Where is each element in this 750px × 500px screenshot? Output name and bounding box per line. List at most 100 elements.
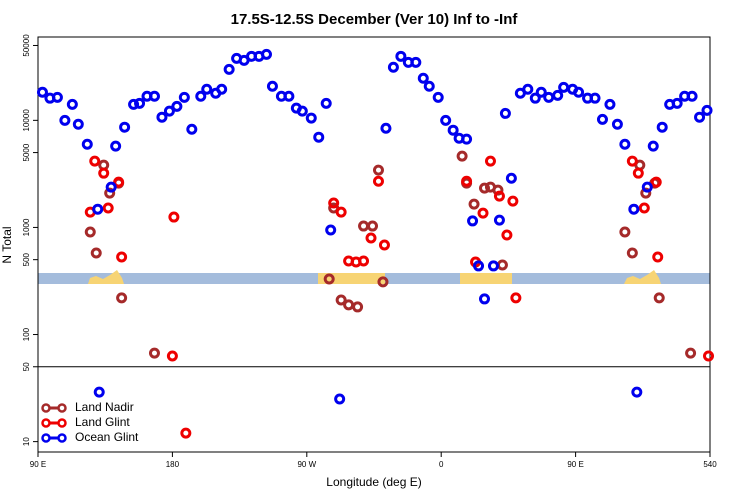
x-tick-label: 0 <box>439 460 444 469</box>
data-point <box>72 118 84 130</box>
x-tick-label: 90 W <box>297 460 316 469</box>
data-point <box>81 138 93 150</box>
data-point <box>589 92 601 104</box>
data-point <box>410 56 422 68</box>
data-point <box>343 299 355 311</box>
data-point <box>372 164 384 176</box>
data-point <box>128 98 140 110</box>
land-fill <box>460 273 512 284</box>
data-point <box>260 48 272 60</box>
legend-label: Ocean Glint <box>75 430 139 444</box>
data-point <box>104 187 116 199</box>
data-point <box>148 347 160 359</box>
data-point <box>105 181 117 193</box>
data-point <box>323 273 335 285</box>
data-point <box>223 63 235 75</box>
x-tick-label: 90 E <box>567 460 583 469</box>
data-point <box>628 203 640 215</box>
data-point <box>477 207 489 219</box>
data-point <box>168 211 180 223</box>
data-point <box>626 155 638 167</box>
data-point <box>92 203 104 215</box>
legend-marker <box>57 433 67 443</box>
y-tick-label: 50000 <box>22 34 31 57</box>
data-point <box>501 229 513 241</box>
data-point <box>703 350 715 362</box>
plot-frame <box>37 36 711 453</box>
data-point <box>522 83 534 95</box>
data-point <box>102 202 114 214</box>
data-point <box>372 175 384 187</box>
data-point <box>671 97 683 109</box>
data-point <box>507 195 519 207</box>
data-point <box>156 111 168 123</box>
data-point <box>473 260 485 272</box>
data-point <box>395 50 407 62</box>
data-point <box>320 97 332 109</box>
x-tick-label: 540 <box>703 460 717 469</box>
data-point <box>484 155 496 167</box>
data-point <box>113 176 125 188</box>
data-point <box>638 202 650 214</box>
data-point <box>110 140 122 152</box>
data-point <box>499 107 511 119</box>
data-point <box>493 214 505 226</box>
data-point <box>201 83 213 95</box>
data-point <box>496 259 508 271</box>
data-point <box>493 190 505 202</box>
data-point <box>365 232 377 244</box>
data-point <box>529 92 541 104</box>
data-point <box>619 138 631 150</box>
data-point <box>510 292 522 304</box>
data-point <box>641 181 653 193</box>
data-point <box>358 255 370 267</box>
data-point <box>632 167 644 179</box>
data-point <box>305 112 317 124</box>
legend-marker <box>41 403 51 413</box>
data-point <box>163 105 175 117</box>
data-point <box>685 347 697 359</box>
data-point <box>367 220 379 232</box>
data-point <box>36 86 48 98</box>
data-point <box>686 90 698 102</box>
land-fill <box>624 270 661 284</box>
data-point <box>650 176 662 188</box>
data-point <box>195 90 207 102</box>
data-point <box>461 175 473 187</box>
data-point <box>619 226 631 238</box>
data-point <box>66 98 78 110</box>
data-point <box>335 206 347 218</box>
data-point <box>119 121 131 133</box>
data-point <box>647 140 659 152</box>
data-point <box>596 113 608 125</box>
data-point <box>432 91 444 103</box>
y-axis-label: N Total <box>0 226 14 263</box>
y-tick-label: 10000 <box>22 109 31 132</box>
data-point <box>423 80 435 92</box>
legend-marker <box>57 403 67 413</box>
data-point <box>186 123 198 135</box>
legend-marker <box>41 418 51 428</box>
data-point <box>334 393 346 405</box>
legend-label: Land Glint <box>75 415 130 429</box>
data-point <box>447 124 459 136</box>
data-point <box>573 86 585 98</box>
data-point <box>84 226 96 238</box>
data-point <box>378 239 390 251</box>
data-point <box>266 80 278 92</box>
data-point <box>216 83 228 95</box>
y-tick-label: 500 <box>22 252 31 266</box>
x-tick-label: 90 E <box>30 460 46 469</box>
data-point <box>487 260 499 272</box>
data-point <box>652 251 664 263</box>
data-point <box>417 72 429 84</box>
y-tick-label: 1000 <box>22 218 31 236</box>
legend-label: Land Nadir <box>75 400 134 414</box>
data-point <box>283 90 295 102</box>
data-point <box>171 100 183 112</box>
y-tick-label: 10 <box>22 437 31 446</box>
data-point <box>116 292 128 304</box>
data-point <box>631 386 643 398</box>
